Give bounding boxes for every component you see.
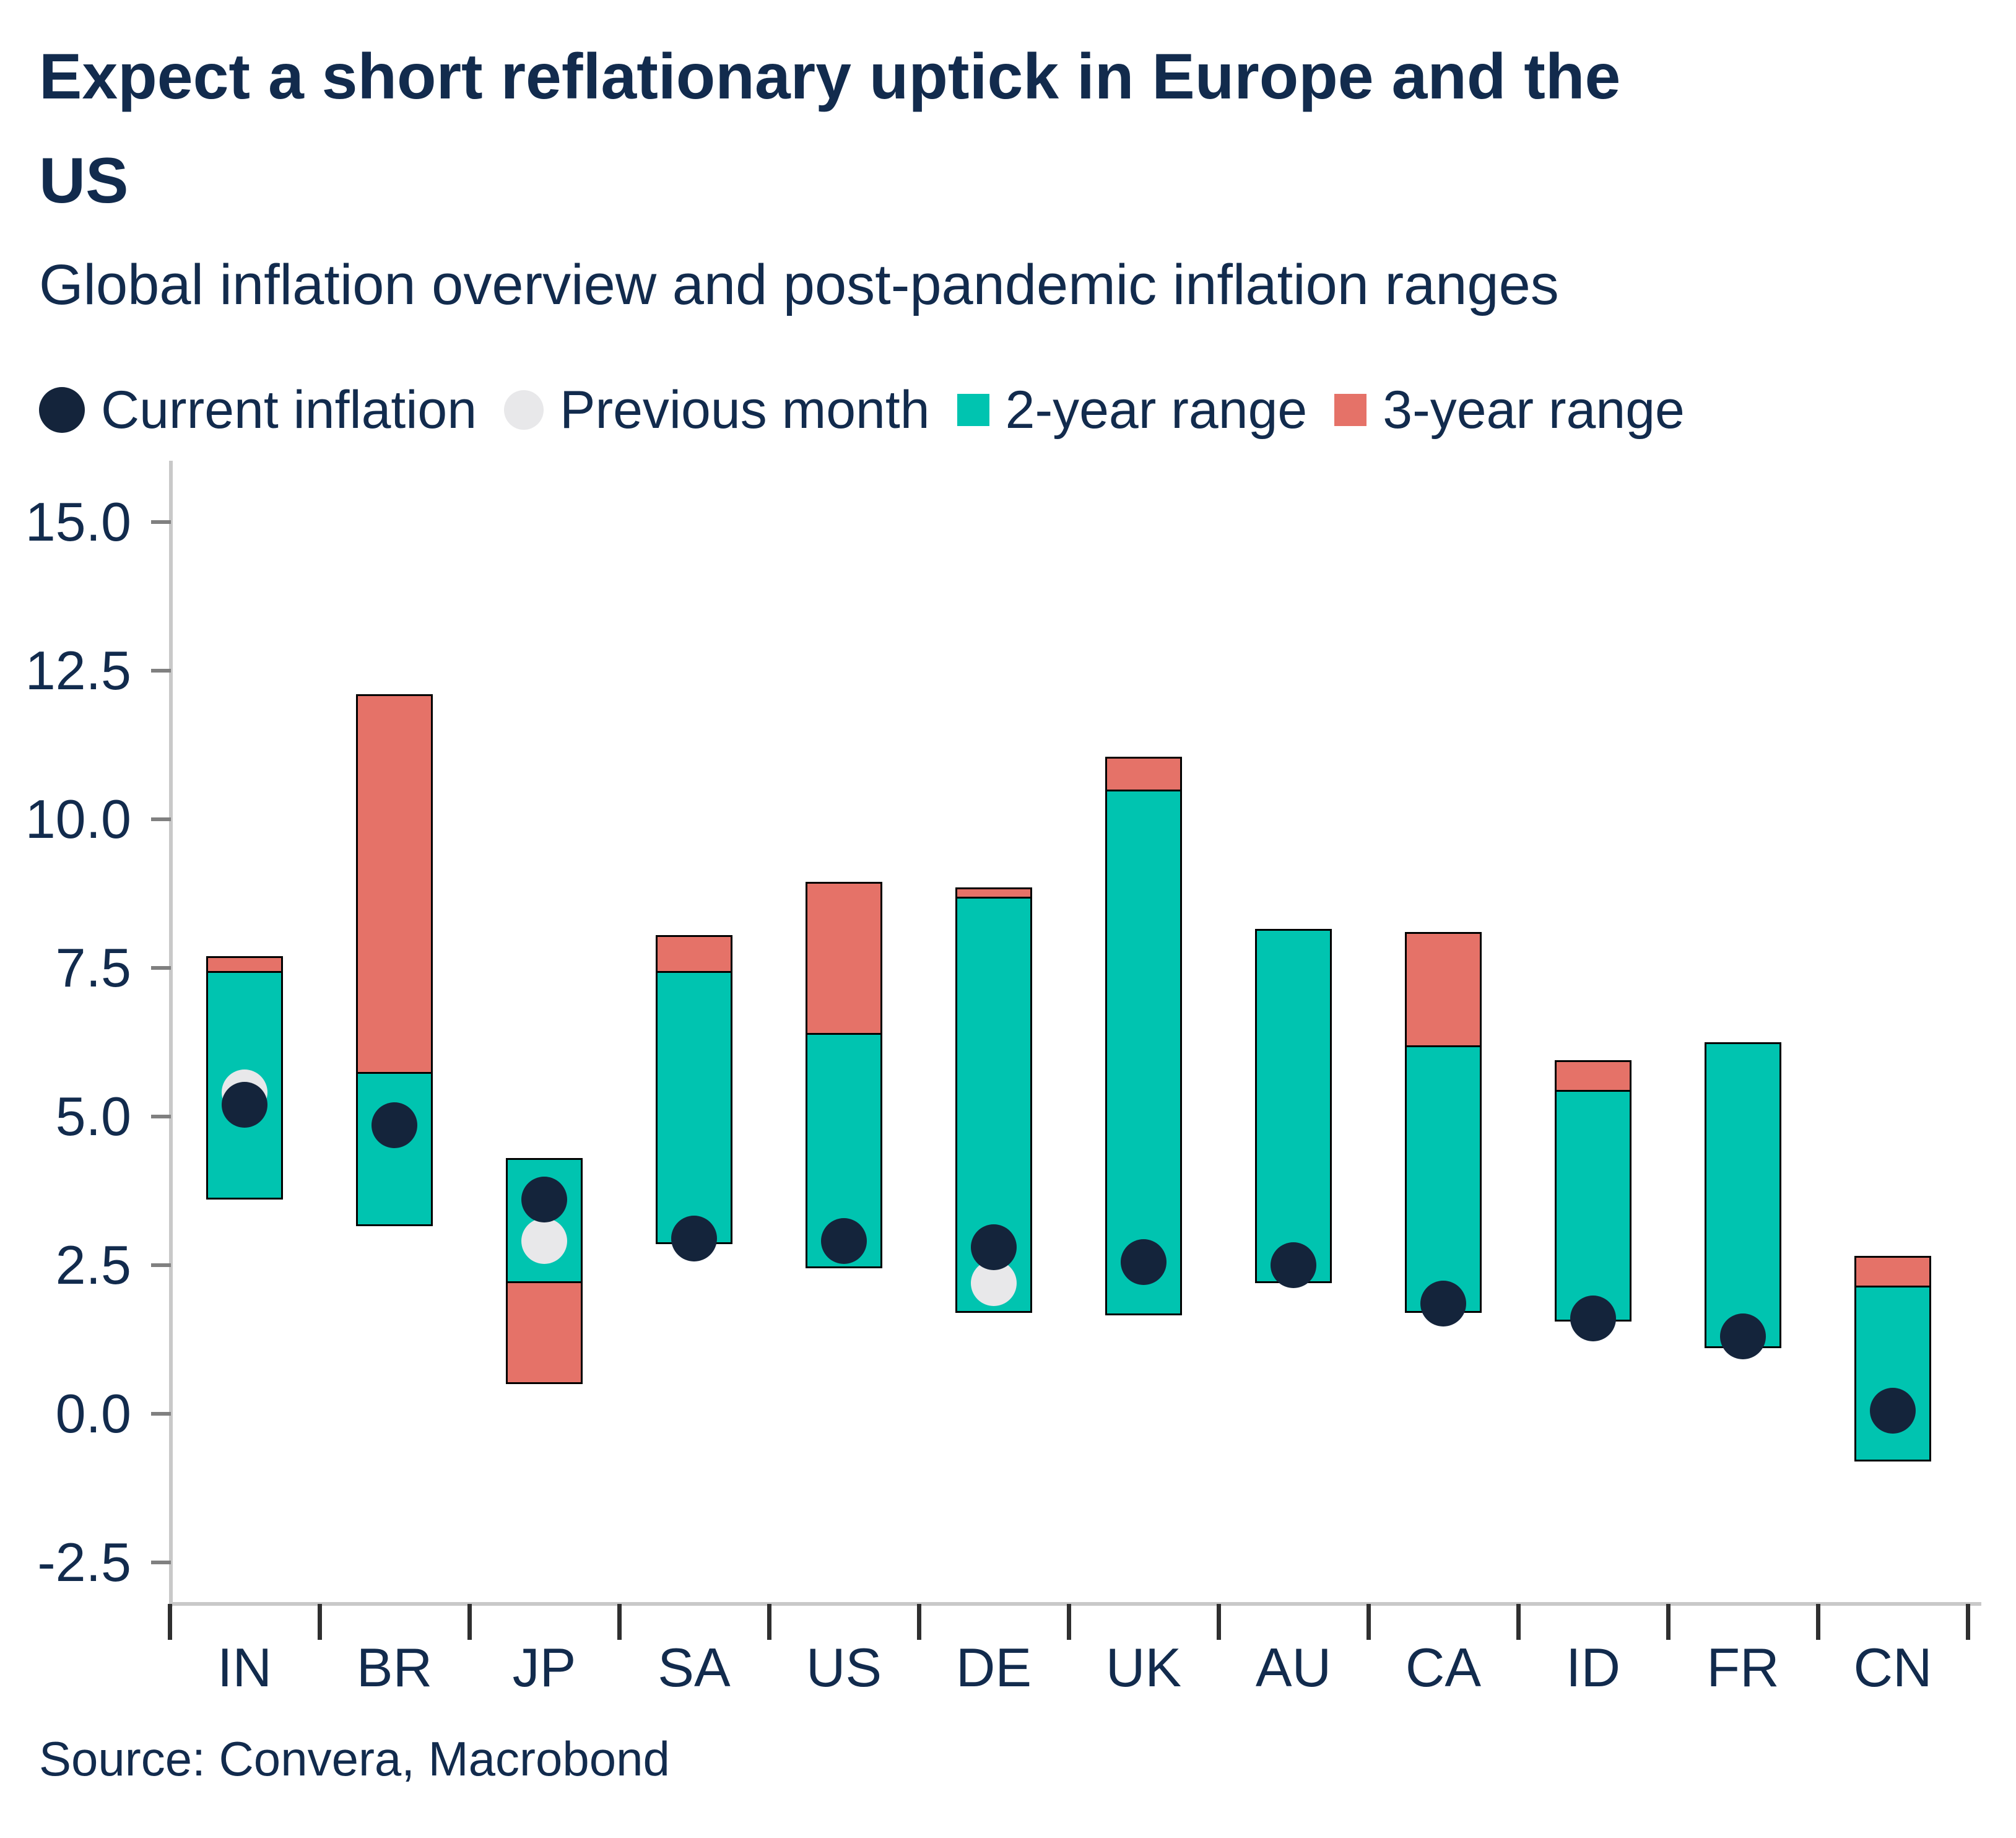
x-axis-tick — [318, 1604, 322, 1640]
x-axis-tick — [1816, 1604, 1820, 1640]
legend-label-previous-month: Previous month — [560, 380, 930, 440]
x-axis-label-jp: JP — [512, 1637, 576, 1698]
bar-2-year-range-sa — [656, 970, 732, 1245]
dot-previous-month-jp — [521, 1218, 567, 1265]
x-axis-line — [169, 1602, 1981, 1606]
dot-current-inflation-cn — [1870, 1388, 1916, 1434]
legend-item-2-year-range: 2-year range — [957, 380, 1308, 441]
dot-current-inflation-au — [1271, 1242, 1316, 1288]
y-axis-tick — [151, 817, 171, 821]
y-axis-tick-label: 0.0 — [55, 1382, 131, 1444]
x-axis-tick — [1666, 1604, 1671, 1640]
bar-2-year-range-br — [356, 1071, 433, 1227]
chart-title: Expect a short reflationary uptick in Eu… — [39, 41, 1621, 217]
x-axis-tick — [1516, 1604, 1521, 1640]
y-axis-tick — [151, 1114, 171, 1118]
legend-label-current-inflation: Current inflation — [101, 380, 477, 440]
bar-2-year-range-id — [1555, 1089, 1631, 1322]
dot-current-inflation-jp — [521, 1177, 567, 1223]
x-axis-tick — [917, 1604, 921, 1640]
x-axis-label-id: ID — [1566, 1637, 1620, 1698]
legend-item-3-year-range: 3-year range — [1334, 380, 1685, 441]
dot-current-inflation-br — [371, 1102, 417, 1149]
x-axis-tick — [617, 1604, 622, 1640]
y-axis-tick-label: 10.0 — [25, 788, 131, 850]
y-axis-tick — [151, 965, 171, 970]
x-axis-tick — [1366, 1604, 1371, 1640]
x-axis-tick — [1966, 1604, 1970, 1640]
chart-subtitle: Global inflation overview and post-pande… — [39, 253, 1559, 316]
x-axis-label-sa: SA — [658, 1637, 731, 1698]
bar-2-year-range-uk — [1105, 789, 1182, 1316]
y-axis-tick-label: 2.5 — [55, 1234, 131, 1296]
y-axis-tick-label: 12.5 — [25, 639, 131, 701]
x-axis-tick — [1217, 1604, 1221, 1640]
x-axis-label-br: BR — [356, 1637, 433, 1698]
x-axis-tick — [467, 1604, 472, 1640]
x-axis-label-in: IN — [217, 1637, 272, 1698]
legend: Current inflation Previous month 2-year ra… — [39, 367, 1685, 453]
x-axis-label-ca: CA — [1405, 1637, 1482, 1698]
bar-2-year-range-ca — [1405, 1045, 1482, 1313]
legend-marker-3-year-range-icon — [1334, 394, 1367, 426]
y-axis-tick-label: 15.0 — [25, 490, 131, 552]
bar-2-year-range-cn — [1854, 1286, 1931, 1461]
legend-label-2-year-range: 2-year range — [1005, 380, 1308, 440]
y-axis-tick — [151, 520, 171, 524]
y-axis-tick — [151, 1411, 171, 1416]
legend-item-current-inflation: Current inflation — [39, 380, 477, 441]
x-axis-label-us: US — [806, 1637, 882, 1698]
legend-marker-previous-month-icon — [504, 390, 544, 430]
y-axis-tick — [151, 1560, 171, 1564]
bar-2-year-range-fr — [1705, 1042, 1781, 1349]
x-axis-label-au: AU — [1255, 1637, 1332, 1698]
y-axis-tick-label: 5.0 — [55, 1085, 131, 1147]
y-axis-tick-label: -2.5 — [37, 1531, 131, 1593]
dot-current-inflation-fr — [1720, 1313, 1766, 1360]
bar-2-year-range-au — [1255, 929, 1332, 1283]
dot-current-inflation-uk — [1121, 1239, 1167, 1286]
x-axis-tick — [767, 1604, 771, 1640]
dot-current-inflation-id — [1570, 1296, 1616, 1342]
dot-current-inflation-in — [222, 1081, 267, 1128]
dot-current-inflation-de — [971, 1224, 1017, 1271]
y-axis-line — [169, 461, 173, 1606]
source-text: Source: Convera, Macrobond — [39, 1731, 670, 1786]
x-axis-label-uk: UK — [1105, 1637, 1182, 1698]
x-axis-label-cn: CN — [1853, 1637, 1932, 1698]
y-axis-tick — [151, 1263, 171, 1267]
x-axis-tick — [1067, 1604, 1071, 1640]
y-axis-tick — [151, 668, 171, 673]
y-axis-tick-label: 7.5 — [55, 936, 131, 998]
x-axis-label-fr: FR — [1706, 1637, 1779, 1698]
legend-item-previous-month: Previous month — [504, 380, 930, 441]
x-axis-label-de: DE — [955, 1637, 1032, 1698]
dot-current-inflation-us — [821, 1218, 867, 1265]
dot-current-inflation-sa — [671, 1215, 717, 1261]
dot-current-inflation-ca — [1420, 1281, 1466, 1327]
legend-marker-2-year-range-icon — [957, 394, 989, 426]
legend-label-3-year-range: 3-year range — [1383, 380, 1685, 440]
legend-marker-current-inflation-icon — [39, 387, 85, 433]
x-axis-tick — [168, 1604, 172, 1640]
